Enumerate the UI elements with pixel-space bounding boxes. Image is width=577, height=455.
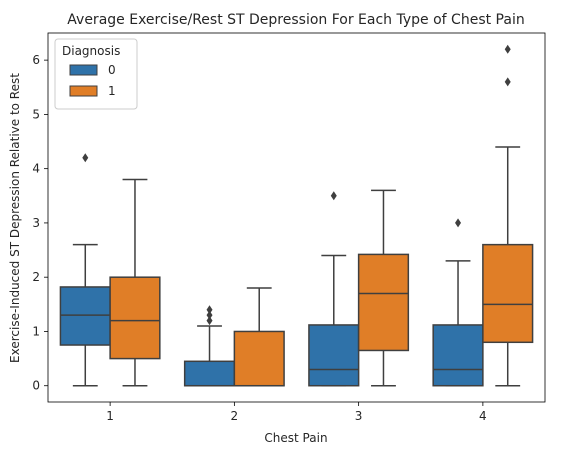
y-tick-label: 2 xyxy=(32,270,40,284)
x-tick-label: 2 xyxy=(231,409,239,423)
x-tick-label: 4 xyxy=(479,409,487,423)
legend-title: Diagnosis xyxy=(62,44,120,58)
box-3-diagnosis-0 xyxy=(308,191,360,387)
outlier-point xyxy=(504,77,511,87)
outlier-point xyxy=(82,153,89,163)
outlier-point xyxy=(206,310,213,320)
y-tick-label: 4 xyxy=(32,162,40,176)
outlier-point xyxy=(206,305,213,315)
legend: Diagnosis 0 1 xyxy=(54,38,138,110)
plot-frame xyxy=(47,32,546,403)
box-4-diagnosis-0 xyxy=(432,218,484,387)
box-iqr xyxy=(482,243,534,344)
box-iqr xyxy=(109,276,161,360)
box-iqr xyxy=(357,253,410,352)
box-iqr xyxy=(59,286,111,346)
box-2-diagnosis-0 xyxy=(183,305,236,387)
box-1-diagnosis-0 xyxy=(59,153,111,387)
box-3-diagnosis-1 xyxy=(357,189,410,387)
plot-area xyxy=(47,32,546,403)
y-tick-label: 1 xyxy=(32,324,40,338)
legend-entry-label: 1 xyxy=(108,84,116,98)
legend-swatch xyxy=(69,85,98,97)
x-tick-label: 3 xyxy=(355,409,363,423)
outlier-point xyxy=(504,44,511,54)
legend-swatch xyxy=(69,64,98,76)
y-tick-label: 6 xyxy=(32,53,40,67)
chart-title: Average Exercise/Rest ST Depression For … xyxy=(67,12,524,28)
y-tick-label: 0 xyxy=(32,379,40,393)
x-axis-label: Chest Pain xyxy=(264,431,327,445)
y-tick-label: 5 xyxy=(32,107,40,121)
x-axis: 1 2 3 4 xyxy=(106,402,487,423)
box-iqr xyxy=(308,324,360,387)
outlier-point xyxy=(206,316,213,326)
outlier-point xyxy=(330,191,337,201)
box-iqr xyxy=(183,360,236,387)
box-1-diagnosis-1 xyxy=(109,178,161,387)
x-tick-label: 1 xyxy=(106,409,114,423)
box-2-diagnosis-1 xyxy=(233,287,285,387)
box-4-diagnosis-1 xyxy=(482,44,534,387)
y-tick-label: 3 xyxy=(32,216,40,230)
box-iqr xyxy=(233,330,285,387)
outlier-point xyxy=(455,218,462,228)
y-axis-label: Exercise-Induced ST Depression Relative … xyxy=(8,73,22,363)
y-axis: 0 1 2 3 4 5 6 xyxy=(32,53,48,393)
box-iqr xyxy=(432,324,484,387)
legend-entry-label: 0 xyxy=(108,63,116,77)
